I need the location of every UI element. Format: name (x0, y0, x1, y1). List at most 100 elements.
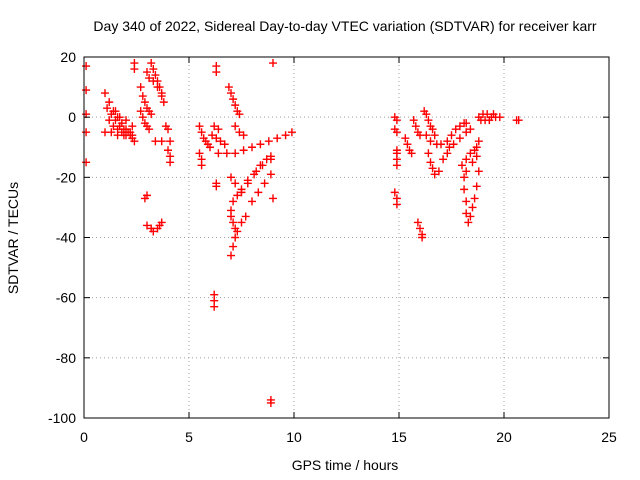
data-point (105, 98, 114, 107)
data-point (254, 188, 263, 197)
data-point (149, 65, 158, 74)
data-point (220, 140, 229, 149)
data-point (472, 182, 481, 191)
data-point (149, 227, 158, 236)
data-point (231, 233, 240, 242)
data-point (468, 203, 477, 212)
data-point (413, 218, 422, 227)
data-point (206, 143, 214, 152)
data-point (401, 134, 410, 143)
data-points (82, 59, 523, 407)
data-point (157, 218, 166, 227)
data-point (138, 113, 147, 122)
data-point (235, 110, 244, 119)
data-point (147, 110, 156, 119)
data-point (159, 98, 168, 107)
y-tick-label: 0 (68, 109, 76, 125)
data-point (258, 161, 267, 170)
data-point (392, 161, 401, 170)
data-point (157, 92, 166, 101)
data-point (424, 149, 433, 158)
data-point (462, 128, 471, 137)
x-axis-title: GPS time / hours (292, 457, 399, 473)
data-point (403, 140, 412, 149)
data-point (210, 302, 219, 311)
data-point (147, 59, 156, 68)
data-point (227, 212, 235, 221)
data-point (462, 119, 471, 128)
y-tick-label: -80 (56, 350, 76, 366)
data-point (212, 182, 221, 191)
data-point (164, 146, 172, 155)
data-point (229, 218, 238, 227)
data-point (466, 149, 475, 158)
data-point (136, 107, 145, 116)
data-point (269, 59, 277, 68)
data-point (466, 212, 475, 221)
x-tick-label: 15 (391, 429, 407, 445)
data-point (136, 83, 145, 92)
data-point (231, 179, 240, 188)
data-point (273, 134, 282, 143)
data-point (266, 398, 275, 407)
data-point (248, 143, 256, 152)
data-point (130, 65, 139, 74)
data-point (243, 176, 252, 185)
data-point (109, 122, 118, 131)
y-axis-title: SDTVAR / TECUs (5, 182, 21, 294)
data-point (231, 149, 240, 158)
data-point (424, 116, 433, 125)
data-point (466, 125, 475, 134)
data-point (430, 170, 439, 179)
data-point (422, 110, 431, 119)
data-point (422, 131, 431, 140)
x-tick-label: 0 (80, 429, 88, 445)
data-point (426, 158, 435, 167)
data-point (392, 116, 401, 125)
data-point (143, 68, 151, 77)
data-point (256, 140, 265, 149)
data-point (426, 137, 435, 146)
grid (84, 57, 609, 418)
data-point (470, 194, 479, 203)
data-point (126, 131, 135, 140)
data-point (216, 137, 225, 146)
data-point (111, 107, 120, 116)
data-point (237, 218, 246, 227)
data-point (392, 200, 401, 209)
data-point (195, 149, 204, 158)
data-point (474, 167, 483, 176)
data-point (460, 185, 469, 194)
data-point (445, 143, 454, 152)
data-point (428, 125, 437, 134)
data-point (434, 167, 443, 176)
data-point (224, 83, 233, 92)
data-point (437, 140, 445, 149)
chart-title: Day 340 of 2022, Sidereal Day-to-day VTE… (93, 18, 596, 34)
data-point (231, 224, 240, 233)
data-point (82, 62, 91, 71)
data-point (103, 104, 112, 113)
data-point (462, 155, 471, 164)
x-tick-label: 10 (286, 429, 302, 445)
data-point (455, 134, 464, 143)
data-point (143, 221, 151, 230)
data-point (227, 89, 235, 98)
data-point (212, 134, 221, 143)
data-point (140, 98, 149, 107)
data-point (128, 122, 137, 131)
data-point (227, 173, 235, 182)
data-point (418, 233, 427, 242)
x-tick-label: 20 (496, 429, 512, 445)
data-point (143, 191, 151, 200)
data-point (107, 110, 116, 119)
data-point (233, 191, 242, 200)
data-point (82, 86, 91, 95)
data-point (210, 122, 219, 131)
data-point (458, 161, 466, 170)
data-point (101, 89, 109, 98)
data-point (428, 164, 437, 173)
data-point (239, 146, 248, 155)
